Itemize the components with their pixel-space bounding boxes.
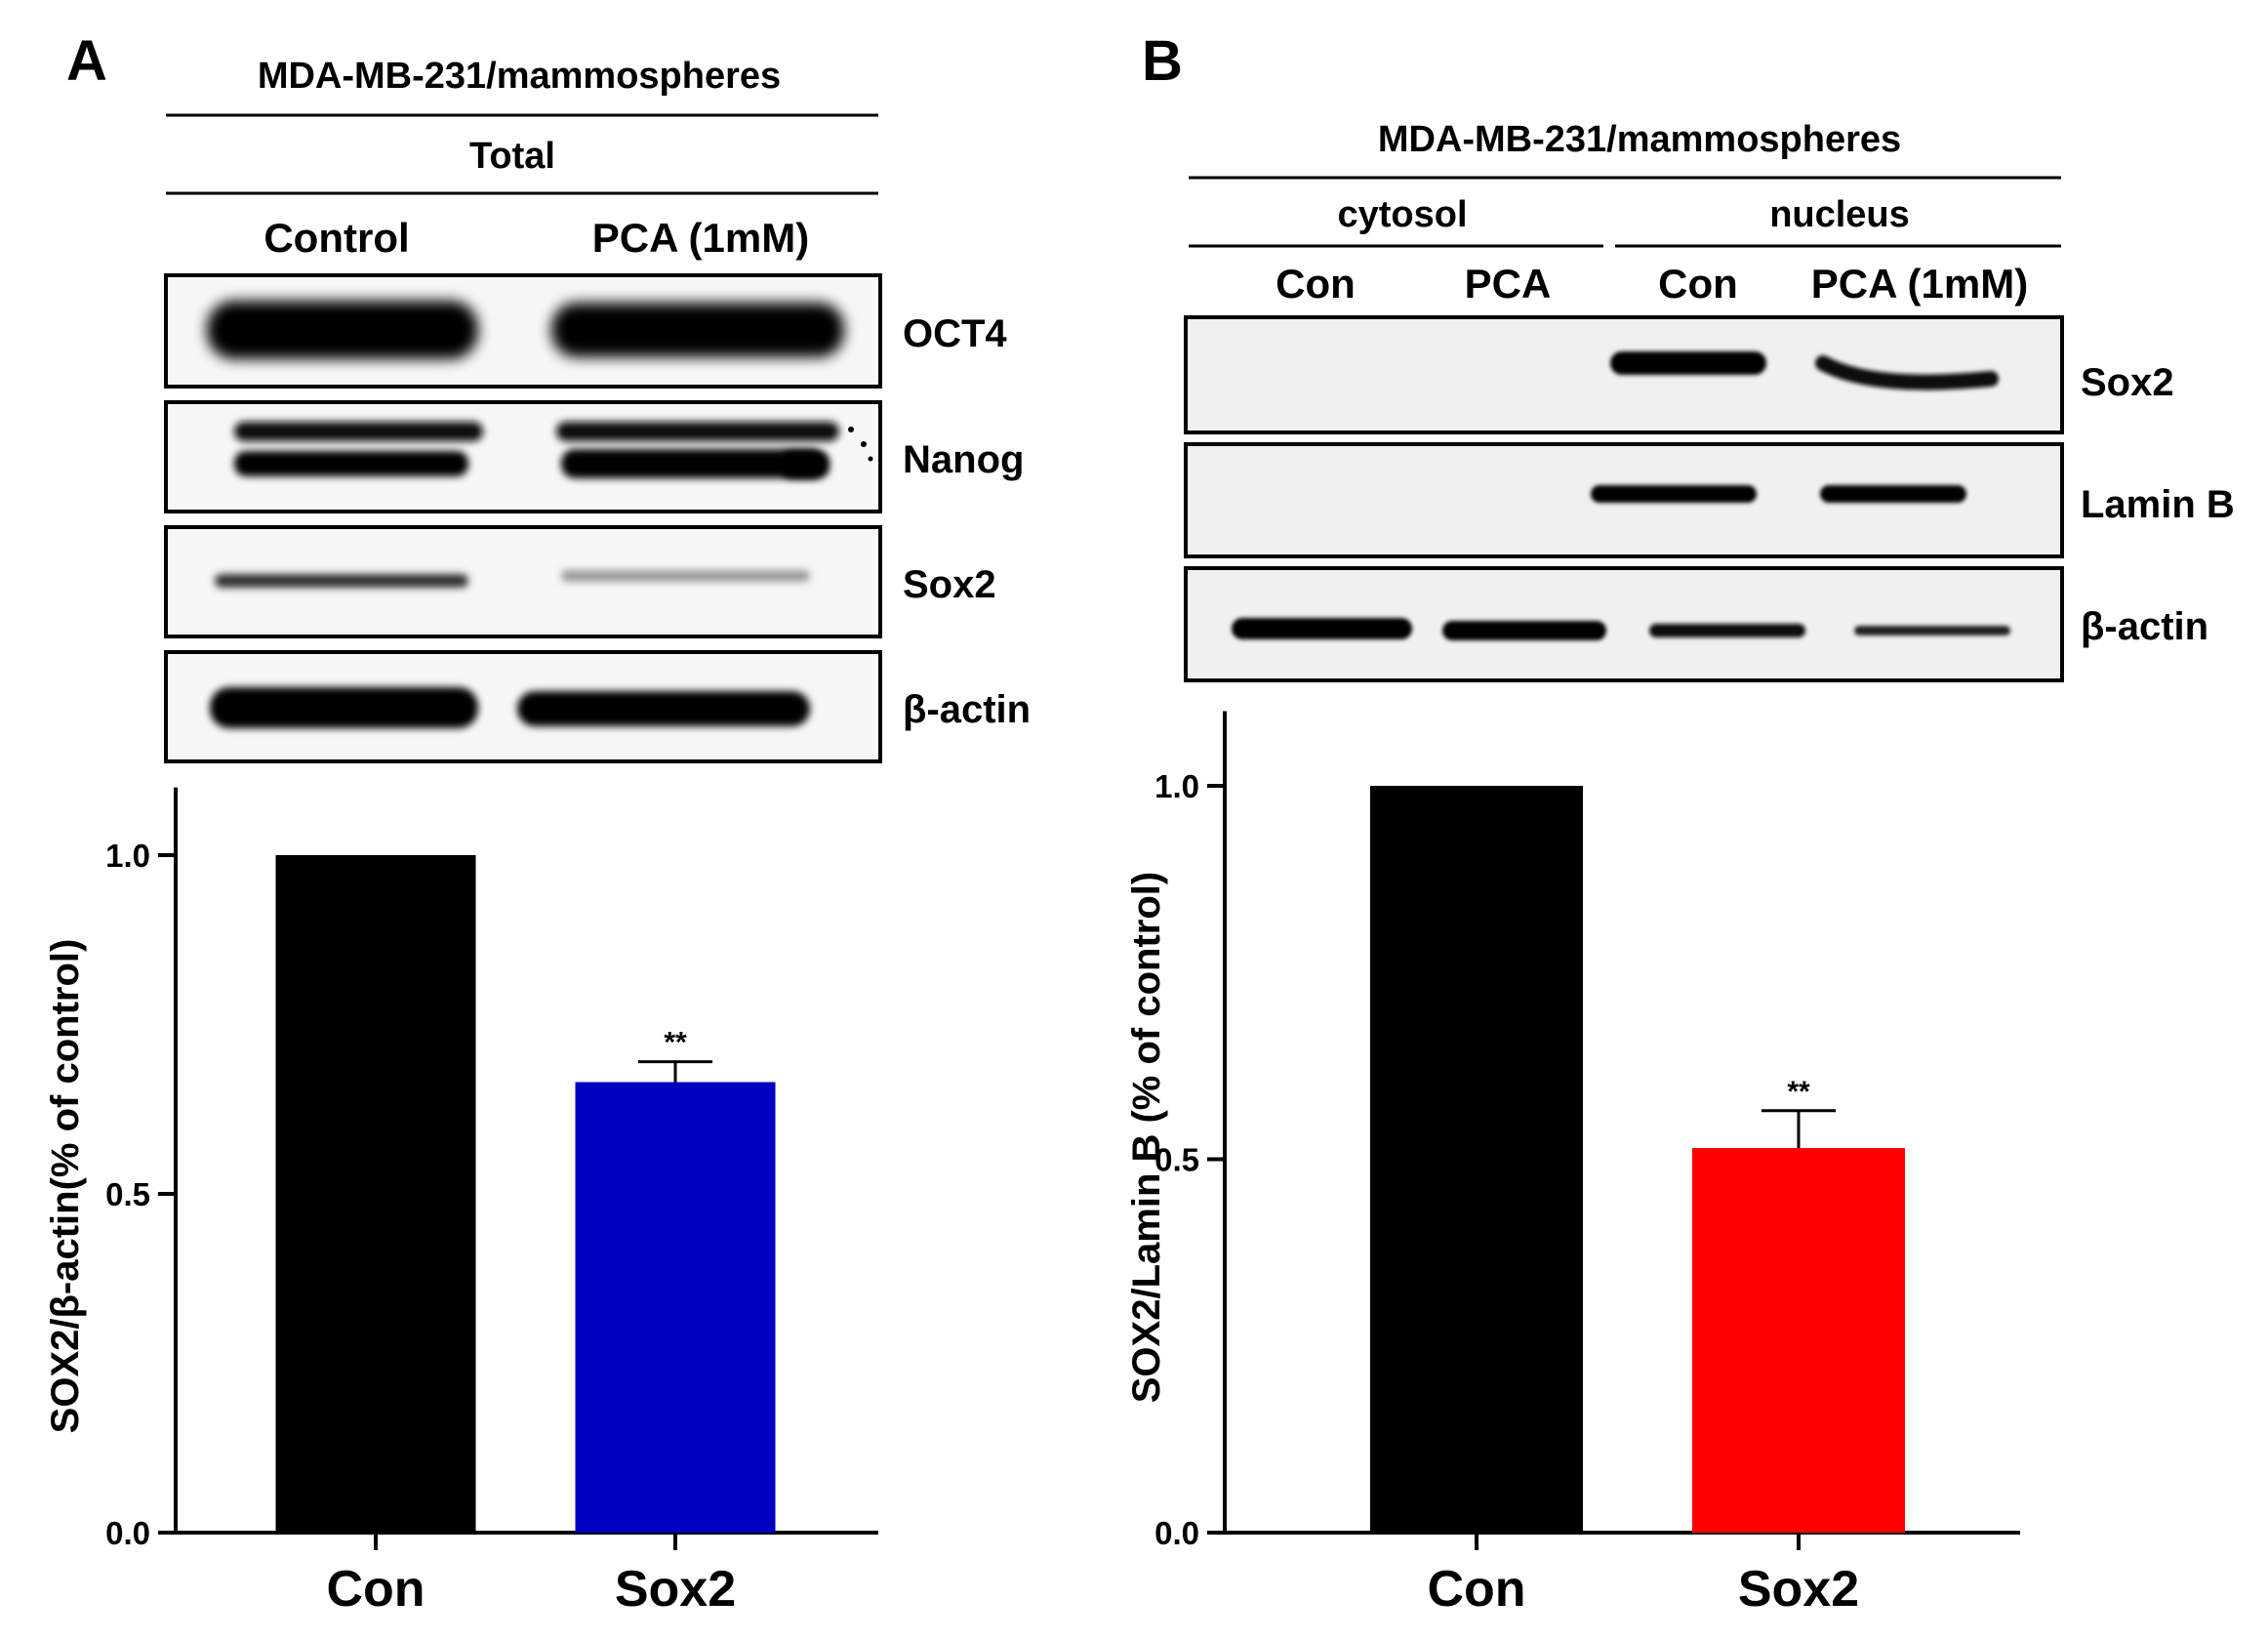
y-tick-label: 0.0 [1154, 1515, 1199, 1551]
panel-a-header: MDA-MB-231/mammospheres [258, 56, 781, 97]
x-category-label: Sox2 [1738, 1561, 1859, 1618]
panel-b-lane-con-nucleus: Con [1658, 261, 1738, 307]
blot-b-lamin-b [1184, 442, 2064, 558]
panel-a-lane-control: Control [263, 215, 409, 261]
y-axis-label: SOX2/Lamin B (% of control) [1125, 872, 1168, 1403]
bar-sox2 [575, 1082, 776, 1533]
panel-a-subheader: Total [469, 136, 555, 177]
panel-b-lane-pca-nucleus: PCA (1mM) [1811, 261, 2028, 307]
y-tick-label: 0.5 [1154, 1142, 1199, 1178]
blot-b-sox2 [1184, 315, 2064, 434]
y-tick-label: 0.0 [105, 1515, 150, 1551]
chart-a: 0.0 0.5 1.0 Con ** Sox2 SOX2/β-actin(% of cont… [44, 787, 878, 1618]
blot-label-b-lamin-b: Lamin B [2081, 483, 2235, 526]
bar-sox2 [1692, 1148, 1905, 1533]
significance-marker: ** [1787, 1076, 1810, 1108]
x-category-label: Sox2 [615, 1561, 736, 1618]
blot-label-a-nanog: Nanog [903, 438, 1024, 481]
significance-marker: ** [664, 1027, 687, 1059]
y-tick-label: 1.0 [1154, 768, 1199, 804]
panel-b-lane-pca-cytosol: PCA [1465, 261, 1552, 307]
panel-b-fraction-cytosol: cytosol [1337, 194, 1467, 235]
blot-label-b-sox2: Sox2 [2081, 361, 2174, 404]
panel-a-lane-pca: PCA (1mM) [592, 215, 809, 261]
blot-a-oct4 [164, 273, 882, 389]
chart-b: 0.0 0.5 1.0 Con ** Sox2 SOX2/Lamin B (% of con… [1125, 711, 2020, 1618]
panel-b-header: MDA-MB-231/mammospheres [1378, 119, 1901, 160]
bar-con [1370, 786, 1583, 1533]
panel-b-lane-con-cytosol: Con [1276, 261, 1356, 307]
panel-b-fraction-nucleus: nucleus [1769, 194, 1910, 235]
blot-label-a-oct4: OCT4 [903, 312, 1007, 355]
blot-a-beta-actin [164, 650, 882, 763]
panel-a: A MDA-MB-231/mammospheres Total Control … [44, 29, 1031, 1618]
y-tick-label: 1.0 [105, 838, 150, 874]
panel-a-letter: A [66, 29, 107, 93]
bar-con [275, 855, 476, 1533]
blot-a-sox2 [164, 525, 882, 638]
x-category-label: Con [1427, 1561, 1525, 1618]
x-category-label: Con [326, 1561, 425, 1618]
blot-a-nanog [164, 400, 882, 513]
blot-label-a-beta-actin: β-actin [903, 688, 1031, 731]
panel-b-letter: B [1142, 29, 1183, 93]
y-tick-label: 0.5 [105, 1176, 150, 1212]
blot-b-beta-actin [1184, 566, 2064, 682]
panel-b: B MDA-MB-231/mammospheres cytosol nucleu… [1125, 29, 2235, 1618]
blot-label-a-sox2: Sox2 [903, 563, 996, 606]
y-axis-label: SOX2/β-actin(% of control) [44, 939, 87, 1434]
blot-label-b-beta-actin: β-actin [2081, 605, 2208, 648]
